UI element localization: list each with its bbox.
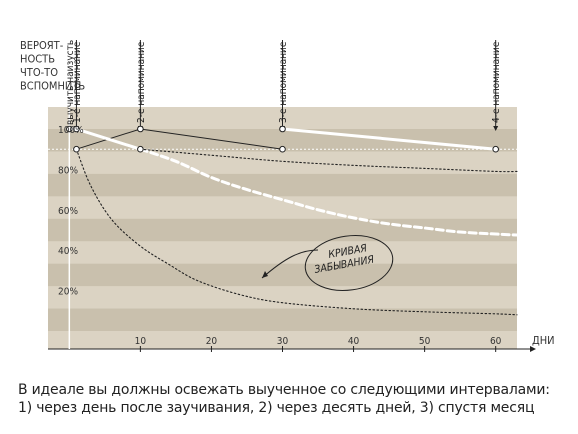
y-tick-label: 20% xyxy=(58,287,78,298)
plot-band xyxy=(48,129,517,152)
data-point xyxy=(73,145,80,153)
x-tick-label: 10 xyxy=(135,336,147,347)
caption: В идеале вы должны освежать выученное со… xyxy=(18,381,568,417)
reminder-label: 2-е напоминание xyxy=(136,41,147,123)
reminder-label: 4-е напоминание xyxy=(491,41,502,123)
y-axis-title-line: ВЕРОЯТ- xyxy=(20,39,64,52)
series-line-dotted xyxy=(139,148,518,173)
x-axis-title: ДНИ xyxy=(532,334,555,347)
data-point xyxy=(137,145,144,153)
data-point xyxy=(492,145,499,153)
series-line-solid-bold xyxy=(281,127,498,151)
reminder-arrow xyxy=(493,126,499,131)
plot-band xyxy=(48,263,517,287)
data-point xyxy=(279,145,286,153)
plot-band xyxy=(48,173,517,197)
y-tick-label: 60% xyxy=(58,206,78,217)
x-axis-arrow xyxy=(530,346,536,352)
x-tick-label: 40 xyxy=(348,336,360,347)
series-line-dashed-bold xyxy=(138,147,519,237)
data-points xyxy=(66,125,499,153)
y-tick-label: 100% xyxy=(58,125,84,136)
reminder-label: 1-е напоминание xyxy=(72,41,83,123)
y-axis-title-line: ЧТО-ТО xyxy=(20,66,58,79)
chart-axes xyxy=(48,38,536,352)
caption-line-2: 1) через день после заучивания, 2) через… xyxy=(18,400,535,416)
data-point xyxy=(279,125,286,133)
y-axis-title-line: НОСТЬ xyxy=(20,53,55,66)
x-tick-label: 20 xyxy=(206,336,218,347)
data-point xyxy=(73,125,80,133)
data-point xyxy=(137,125,144,133)
series-line-dotted xyxy=(75,148,518,316)
data-point xyxy=(66,125,73,133)
y-tick-label: 80% xyxy=(58,165,78,176)
reminder-label: выучить наизусть xyxy=(65,40,76,125)
x-tick-label: 60 xyxy=(490,336,502,347)
annotation-ellipse xyxy=(304,235,394,291)
annotation-pointer xyxy=(261,249,319,279)
plot-band xyxy=(48,308,517,331)
caption-line-1: В идеале вы должны освежать выученное со… xyxy=(18,382,550,398)
x-tick-label: 30 xyxy=(277,336,289,347)
y-axis-title-line: ВСПОМНИТЬ xyxy=(20,80,85,93)
reminder-label: 3-е напоминание xyxy=(278,41,289,123)
x-tick-label: 50 xyxy=(419,336,431,347)
annotation-arrowhead xyxy=(262,271,268,278)
axis-tick-labels: 100% 80% 60% 40% 20% 10 20 30 40 50 60 ДНИ xyxy=(58,125,555,347)
y-tick-label: 40% xyxy=(58,246,78,257)
